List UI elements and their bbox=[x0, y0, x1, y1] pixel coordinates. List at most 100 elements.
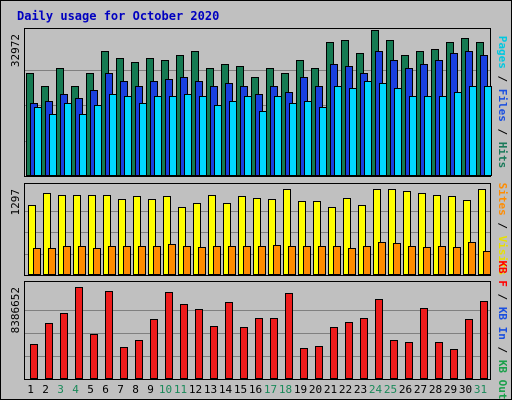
legend-entry: Files bbox=[496, 89, 509, 122]
bar-pages-5 bbox=[94, 105, 102, 176]
bar-sites-28 bbox=[438, 246, 446, 275]
bar-kb-f-25 bbox=[390, 340, 398, 379]
bar-kb-f-7 bbox=[120, 347, 128, 379]
bar-visits-9 bbox=[148, 199, 156, 275]
bar-sites-29 bbox=[453, 247, 461, 275]
legend-entry: / bbox=[496, 216, 509, 236]
x-tick-label: 19 bbox=[294, 383, 307, 396]
bar-kb-f-1 bbox=[30, 344, 38, 379]
bar-visits-23 bbox=[358, 205, 366, 275]
bar-sites-27 bbox=[423, 247, 431, 275]
bar-sites-24 bbox=[378, 242, 386, 275]
series-pages bbox=[34, 81, 492, 176]
bar-sites-19 bbox=[303, 246, 311, 275]
x-tick-label: 22 bbox=[339, 383, 352, 396]
bar-kb-f-2 bbox=[45, 323, 53, 379]
bar-kb-f-19 bbox=[300, 348, 308, 379]
x-axis: 1 2 3 4 5 6 7 8 9 10 11 12 13 14 15 16 17 18 19 20 21 22 23 24 2… bbox=[27, 383, 487, 396]
x-tick-label: 16 bbox=[249, 383, 262, 396]
bar-sites-3 bbox=[63, 246, 71, 275]
legend-entry: KB In bbox=[496, 307, 509, 340]
bar-kb-f-28 bbox=[435, 342, 443, 379]
bar-pages-19 bbox=[304, 101, 312, 176]
bar-visits-29 bbox=[448, 196, 456, 275]
legend-entry: Sites bbox=[496, 183, 509, 216]
x-tick-label: 5 bbox=[87, 383, 94, 396]
panel-legend: Pages / Files / Hits bbox=[496, 36, 509, 169]
bar-visits-30 bbox=[463, 200, 471, 275]
panel-kbytes: 8386652 KB F / KB In / KB Out bbox=[9, 260, 509, 399]
bar-pages-14 bbox=[229, 101, 237, 176]
x-tick-label: 4 bbox=[72, 383, 79, 396]
bar-kb-f-3 bbox=[60, 313, 68, 379]
bar-kb-f-18 bbox=[285, 293, 293, 379]
legend-entry: KB Out bbox=[496, 360, 509, 400]
x-tick-label: 31 bbox=[474, 383, 487, 396]
bar-kb-f-14 bbox=[225, 302, 233, 379]
x-tick-label: 23 bbox=[354, 383, 367, 396]
x-tick-label: 13 bbox=[204, 383, 217, 396]
bar-pages-2 bbox=[49, 114, 57, 176]
bar-visits-26 bbox=[403, 191, 411, 275]
bar-pages-23 bbox=[364, 81, 372, 176]
x-tick-label: 20 bbox=[309, 383, 322, 396]
bar-visits-25 bbox=[388, 189, 396, 275]
x-tick-label: 21 bbox=[324, 383, 337, 396]
bar-sites-5 bbox=[93, 248, 101, 275]
bar-visits-12 bbox=[193, 203, 201, 275]
bar-kb-f-5 bbox=[90, 334, 98, 379]
bar-sites-18 bbox=[288, 246, 296, 275]
bar-visits-2 bbox=[43, 193, 51, 275]
bar-pages-30 bbox=[469, 86, 477, 176]
x-tick-label: 14 bbox=[219, 383, 233, 396]
series-visits bbox=[28, 189, 486, 275]
bar-visits-19 bbox=[298, 201, 306, 275]
bar-sites-7 bbox=[123, 246, 131, 275]
x-tick-label: 26 bbox=[399, 383, 412, 396]
legend-entry: / bbox=[496, 69, 509, 89]
series-sites bbox=[33, 242, 491, 275]
bar-pages-26 bbox=[409, 96, 417, 176]
panel-max-label: 8386652 bbox=[9, 287, 22, 333]
bar-visits-1 bbox=[28, 205, 36, 275]
bar-sites-26 bbox=[408, 246, 416, 275]
bar-pages-12 bbox=[199, 96, 207, 176]
bar-sites-30 bbox=[468, 242, 476, 275]
bar-kb-f-8 bbox=[135, 340, 143, 379]
bar-pages-1 bbox=[34, 107, 42, 176]
bar-sites-31 bbox=[483, 251, 491, 275]
bar-kb-f-13 bbox=[210, 326, 218, 379]
bar-sites-23 bbox=[363, 246, 371, 275]
bar-visits-8 bbox=[133, 196, 141, 275]
bar-visits-31 bbox=[478, 189, 486, 275]
legend-entry: Pages bbox=[496, 36, 509, 69]
x-tick-label: 1 bbox=[27, 383, 34, 396]
x-tick-label: 6 bbox=[102, 383, 109, 396]
bar-visits-24 bbox=[373, 189, 381, 275]
panel-max-label: 1297 bbox=[9, 189, 22, 216]
bar-sites-13 bbox=[213, 246, 221, 275]
bar-visits-3 bbox=[58, 195, 66, 275]
bar-pages-15 bbox=[244, 96, 252, 176]
bar-kb-f-4 bbox=[75, 287, 83, 379]
panel-visits: 1297 Sites / Visits bbox=[9, 183, 509, 276]
bar-visits-5 bbox=[88, 195, 96, 275]
bar-sites-6 bbox=[108, 246, 116, 275]
bar-sites-14 bbox=[228, 246, 236, 275]
x-tick-label: 30 bbox=[459, 383, 472, 396]
legend-entry: Hits bbox=[496, 142, 509, 169]
x-tick-label: 11 bbox=[174, 383, 187, 396]
bar-sites-10 bbox=[168, 244, 176, 275]
bar-pages-16 bbox=[259, 111, 267, 176]
bar-pages-27 bbox=[424, 96, 432, 176]
bar-sites-16 bbox=[258, 246, 266, 275]
x-tick-label: 24 bbox=[369, 383, 383, 396]
bar-sites-1 bbox=[33, 248, 41, 275]
panel-legend: Sites / Visits bbox=[496, 183, 509, 276]
bar-visits-11 bbox=[178, 207, 186, 275]
bar-pages-24 bbox=[379, 83, 387, 176]
legend-entry: Visits bbox=[496, 236, 509, 276]
